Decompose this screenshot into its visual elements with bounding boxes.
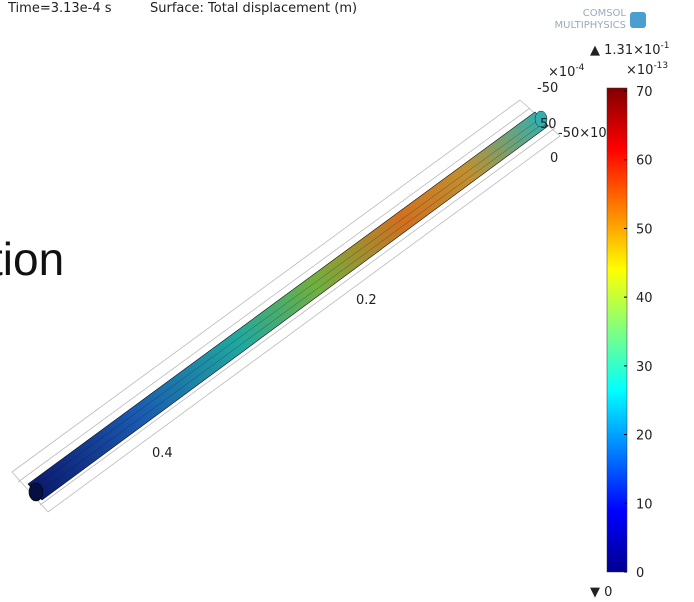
colorbar-tick-label: 0 — [636, 566, 644, 581]
max-exp: -1 — [661, 41, 670, 51]
scale-exp: -13 — [653, 61, 668, 71]
rod-end — [534, 110, 548, 128]
rod-mesh — [29, 117, 546, 496]
colorbar-tick-label: 60 — [636, 154, 653, 169]
axis-label: 0 — [550, 151, 558, 166]
colorbar-tick-label: 50 — [636, 222, 653, 237]
colorbar-tick-label: 10 — [636, 497, 653, 512]
colorbar-min: ▼ 0 — [590, 585, 612, 600]
axis-multiplier: ×10-4 — [548, 63, 585, 80]
axis-label: -50 — [537, 81, 558, 96]
axis-label: 0.2 — [356, 293, 377, 308]
multiplier-exp: -4 — [575, 63, 584, 73]
bounding-box — [11, 99, 561, 513]
logo-icon — [630, 12, 646, 28]
scale-base: ×10 — [626, 63, 653, 78]
logo-text: COMSOL — [583, 8, 627, 19]
min-value: 0 — [604, 585, 612, 600]
colorbar-max: ▲ 1.31×10-1 — [590, 41, 670, 58]
axis-label: 50 — [540, 117, 557, 132]
max-base: 1.31×10 — [604, 43, 660, 58]
logo-text: MULTIPHYSICS — [555, 20, 626, 31]
axis-label: -50×10 — [558, 126, 607, 141]
colorbar-scale: ×10-13 — [626, 61, 668, 78]
axis-label: 0.4 — [152, 446, 173, 461]
colorbar-tick-label: 20 — [636, 429, 653, 444]
colorbar-tick-label: 40 — [636, 291, 653, 306]
colorbar — [606, 87, 628, 573]
overlay-text: tion — [0, 233, 64, 285]
colorbar-tick-label: 30 — [636, 360, 653, 375]
header-time: Time=3.13e-4 s — [7, 1, 112, 16]
colorbar-tick-label: 70 — [636, 85, 653, 100]
rod — [27, 111, 549, 501]
header-expression: Surface: Total displacement (m) — [150, 1, 357, 16]
rod-end — [28, 482, 44, 502]
multiplier-base: ×10 — [548, 65, 575, 80]
